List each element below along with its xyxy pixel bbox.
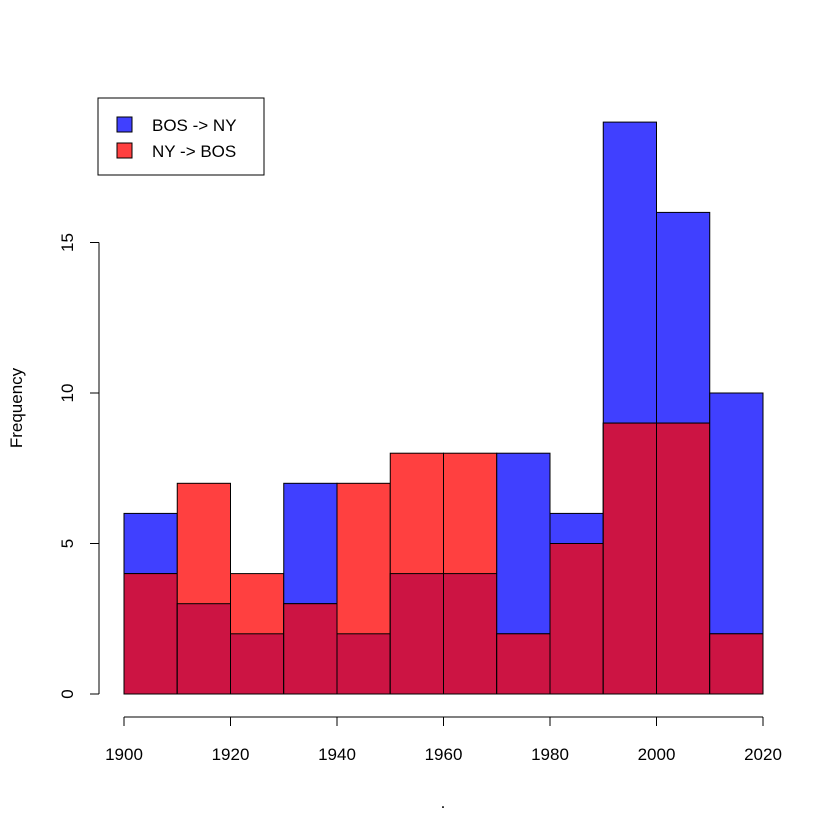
- bar-overlap-1990: [602, 422, 657, 695]
- bar-overlap-1960: [443, 573, 498, 695]
- legend-swatch-0: [116, 116, 133, 133]
- x-tick-label-1980: 1980: [531, 745, 569, 764]
- y-tick-label-5: 5: [58, 539, 77, 548]
- bar-overlap-1940: [336, 633, 391, 695]
- legend-box: [97, 97, 265, 176]
- x-tick-label-1920: 1920: [212, 745, 250, 764]
- bar-overlap-1970: [496, 633, 551, 695]
- legend-swatch-1: [116, 142, 133, 159]
- x-tick-label-1960: 1960: [425, 745, 463, 764]
- x-tick-label-1940: 1940: [318, 745, 356, 764]
- y-tick-label-10: 10: [58, 384, 77, 403]
- legend-label-0: BOS -> NY: [152, 116, 237, 135]
- bar-overlap-1950: [389, 573, 444, 695]
- bar-overlap-1910: [176, 603, 231, 695]
- y-axis-title: Frequency: [7, 367, 26, 448]
- x-axis: 1900 1920 1940 1960 1980 2000 2020: [105, 716, 782, 764]
- x-tick-label-2020: 2020: [744, 745, 782, 764]
- y-tick-label-15: 15: [58, 233, 77, 252]
- legend-label-1: NY -> BOS: [152, 142, 236, 161]
- bar-overlap-1930: [283, 603, 338, 695]
- x-tick-label-2000: 2000: [638, 745, 676, 764]
- bar-overlap-1920: [230, 633, 285, 695]
- bar-overlap-2010: [709, 633, 764, 695]
- y-tick-label-0: 0: [58, 689, 77, 698]
- bars-group: [123, 121, 764, 695]
- y-axis: 0 5 10 15: [58, 233, 100, 699]
- bar-overlap-1980: [549, 543, 604, 695]
- x-tick-label-1900: 1900: [105, 745, 143, 764]
- x-axis-title: .: [441, 793, 446, 812]
- bar-overlap-1900: [123, 573, 178, 695]
- bar-overlap-2000: [656, 422, 711, 695]
- legend: BOS -> NY NY -> BOS: [97, 97, 265, 176]
